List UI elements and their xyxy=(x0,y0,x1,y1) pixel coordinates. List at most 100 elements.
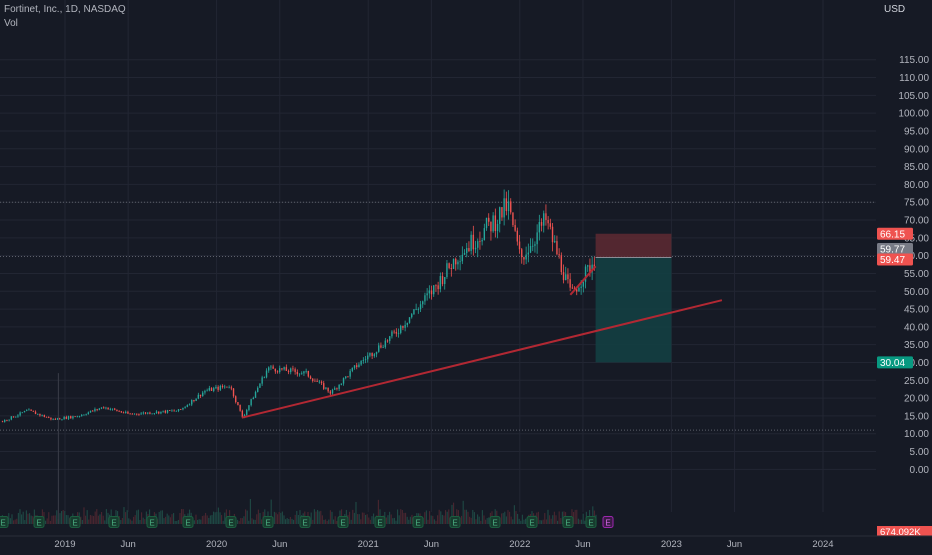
volume-bar xyxy=(209,515,211,524)
candle-body xyxy=(105,407,107,409)
volume-bar xyxy=(65,515,67,524)
volume-bar xyxy=(291,518,293,524)
x-tick-label: 2023 xyxy=(661,539,682,550)
candle-body xyxy=(505,198,508,212)
volume-bar xyxy=(249,499,251,524)
volume-bar xyxy=(408,519,410,524)
candle-body xyxy=(521,249,523,258)
volume-bar xyxy=(385,517,387,524)
candle-body xyxy=(340,383,343,385)
candle-body xyxy=(78,416,81,417)
volume-bar xyxy=(409,516,411,524)
candle-body xyxy=(138,414,140,416)
volume-bar xyxy=(574,509,576,524)
candle-body xyxy=(23,411,26,413)
candle-body xyxy=(422,301,424,305)
volume-bar xyxy=(289,516,291,524)
candle-body xyxy=(169,410,171,411)
earnings-marker-label: E xyxy=(149,518,154,527)
volume-bar xyxy=(261,519,263,524)
volume-bar xyxy=(461,515,463,524)
candle-body xyxy=(428,290,431,294)
candle-body xyxy=(518,241,521,250)
volume-indicator-label[interactable]: Vol xyxy=(4,18,18,29)
volume-bar xyxy=(224,512,226,524)
volume-bar xyxy=(120,519,122,524)
candle-body xyxy=(362,360,365,361)
volume-bar xyxy=(323,519,325,524)
volume-bar xyxy=(107,512,109,524)
volume-bar xyxy=(403,512,405,524)
candle-body xyxy=(477,241,479,248)
volume-bar xyxy=(592,506,594,524)
candle-body xyxy=(188,404,191,406)
candle-body xyxy=(571,287,574,289)
candle-body xyxy=(30,409,32,411)
y-tick-label: 25.00 xyxy=(904,376,929,387)
volume-bar xyxy=(25,510,27,524)
volume-bar xyxy=(54,515,56,524)
candle-body xyxy=(389,336,391,341)
volume-bar xyxy=(411,514,413,524)
y-tick-label: 35.00 xyxy=(904,340,929,351)
earnings-marker-label: E xyxy=(0,518,5,527)
volume-bar xyxy=(281,511,283,524)
candle-body xyxy=(523,257,525,260)
candle-body xyxy=(98,408,101,410)
volume-bar xyxy=(547,509,549,524)
candle-body xyxy=(479,241,481,243)
volume-bar xyxy=(293,519,295,524)
volume-bar xyxy=(29,513,31,524)
volume-bar xyxy=(243,516,245,524)
volume-bar xyxy=(438,509,440,524)
volume-bar xyxy=(321,515,323,524)
volume-bar xyxy=(145,511,147,524)
candle-body xyxy=(208,388,211,391)
volume-bar xyxy=(398,515,400,524)
price-tag xyxy=(877,253,913,266)
volume-bar xyxy=(129,519,131,524)
candle-body xyxy=(417,309,420,310)
volume-bar xyxy=(579,519,581,524)
candle-body xyxy=(162,410,164,412)
volume-bar xyxy=(486,518,488,524)
volume-bar xyxy=(542,519,544,524)
volume-bar xyxy=(181,508,183,524)
volume-bar xyxy=(80,516,82,524)
candle-body xyxy=(8,419,10,421)
candle-body xyxy=(336,388,338,390)
earnings-marker xyxy=(146,516,158,528)
earnings-marker-label: E xyxy=(302,518,307,527)
volume-bar xyxy=(539,520,541,524)
candle-body xyxy=(569,279,571,288)
volume-bar xyxy=(352,509,354,524)
y-tick-label: 95.00 xyxy=(904,126,929,137)
y-tick-label: 55.00 xyxy=(904,269,929,280)
volume-bar xyxy=(134,515,136,524)
volume-bar xyxy=(453,502,455,524)
price-tag xyxy=(877,243,913,255)
candle-body xyxy=(217,386,219,390)
candle-body xyxy=(323,383,325,389)
volume-bar xyxy=(389,511,391,524)
candle-body xyxy=(144,412,147,414)
volume-bar xyxy=(67,515,69,524)
y-tick-label: 20.00 xyxy=(904,394,929,405)
candle-body xyxy=(356,365,358,368)
volume-bar xyxy=(477,514,479,524)
candle-body xyxy=(455,258,457,265)
earnings-marker xyxy=(337,516,349,528)
price-axis xyxy=(877,0,932,550)
volume-bar xyxy=(483,515,485,524)
volume-bar xyxy=(21,514,23,524)
volume-bar xyxy=(278,511,280,524)
candle-body xyxy=(483,228,486,240)
volume-bar xyxy=(312,519,314,524)
candle-body xyxy=(501,207,503,218)
candle-body xyxy=(529,245,532,253)
volume-bar xyxy=(478,516,480,524)
candle-body xyxy=(400,325,402,333)
candle-body xyxy=(92,410,94,412)
